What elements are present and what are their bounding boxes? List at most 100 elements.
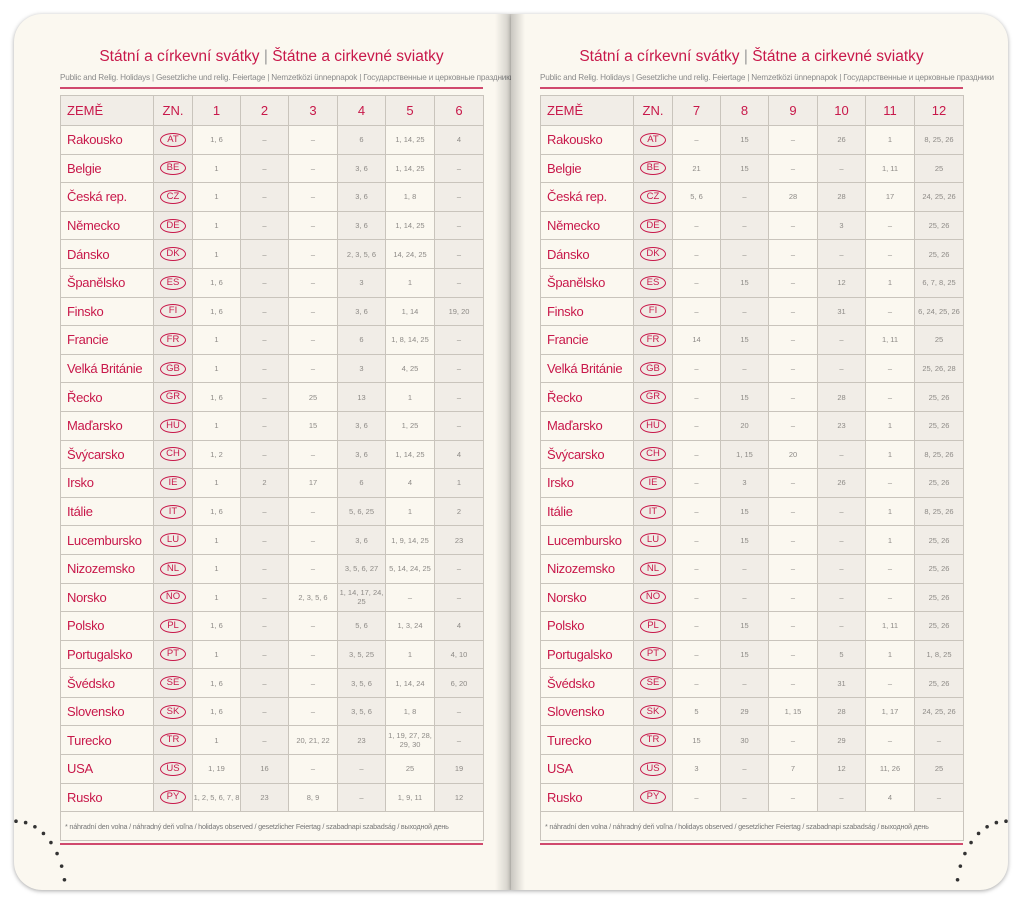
holiday-dates: –	[672, 582, 721, 613]
country-code-badge: GR	[160, 390, 186, 405]
header-month: 9	[768, 95, 818, 126]
holiday-dates: 8, 25, 26	[914, 439, 964, 470]
holiday-dates: 1, 14, 17, 24, 25	[337, 582, 386, 613]
country-name: Polsko	[540, 611, 634, 641]
holiday-dates: 1, 15	[768, 696, 818, 727]
holiday-dates: 1	[865, 525, 915, 555]
title-separator: |	[743, 48, 748, 65]
holiday-dates: 1	[385, 382, 435, 412]
holiday-dates: 1, 14, 24	[385, 668, 435, 698]
holiday-dates: 1	[865, 267, 915, 298]
holiday-dates: –	[288, 325, 338, 355]
holiday-dates: –	[768, 496, 818, 527]
holiday-dates: 20, 21, 22	[288, 725, 338, 756]
dot	[1004, 819, 1008, 823]
country-code-badge: CH	[160, 447, 186, 462]
header-country: ZEMĚ	[60, 95, 154, 126]
right-page: Státní a církevní svátky | Štátne a cirk…	[511, 14, 1008, 890]
holiday-dates: 8, 25, 26	[914, 125, 964, 155]
holiday-dates: 1, 11	[865, 153, 915, 184]
holiday-dates: –	[434, 182, 484, 212]
holiday-dates: 25	[914, 754, 964, 784]
holiday-dates: –	[768, 525, 818, 555]
country-code-cell: NL	[153, 553, 193, 584]
holiday-dates: –	[434, 325, 484, 355]
table-row: Švýcarsko CH 1, 2– –3, 6 1, 14, 25 4	[60, 439, 484, 470]
holiday-dates: –	[817, 525, 866, 555]
dot	[14, 819, 18, 823]
country-name: Rusko	[540, 782, 634, 813]
holiday-dates: –	[817, 582, 866, 613]
holiday-dates: –	[434, 353, 484, 384]
table-row: Norsko NO 1–2, 3, 5, 6 1, 14, 17, 24, 25– –	[60, 582, 484, 613]
holiday-dates: 1, 14, 25	[385, 125, 435, 155]
dot	[23, 820, 28, 825]
holiday-dates: 1	[192, 353, 241, 384]
footnote-row: * náhradní den volna / náhradný deň voľn…	[540, 811, 964, 842]
holiday-dates: 1, 6	[192, 125, 241, 155]
holiday-dates: 1, 8, 14, 25	[385, 325, 435, 355]
table-row: Česká rep. CZ 5, 6–28 28 17 24, 25, 26	[540, 182, 964, 212]
holiday-dates: 25	[914, 325, 964, 355]
country-code-badge: US	[160, 761, 186, 776]
header-month: 1	[192, 95, 241, 126]
holiday-dates: –	[288, 639, 338, 670]
country-code-badge: BE	[160, 161, 186, 176]
holiday-dates: 2	[434, 496, 484, 527]
country-name: Nizozemsko	[60, 553, 154, 584]
country-code-cell: PT	[633, 639, 673, 670]
country-name: Finsko	[540, 296, 634, 327]
country-code-badge: DK	[160, 247, 186, 262]
country-code-cell: PL	[633, 611, 673, 641]
country-name: Rakousko	[540, 125, 634, 155]
country-code-badge: AT	[640, 132, 666, 147]
holidays-table: ZEMĚ ZN. 1 2 3 4 5 6 Rakousko AT 1, 6– –6 1, 14, 25 4…	[60, 95, 484, 842]
holiday-dates: –	[288, 296, 338, 327]
holiday-dates: –	[672, 267, 721, 298]
country-code-badge: IE	[160, 475, 186, 490]
holiday-dates: 1, 2, 5, 6, 7, 8	[192, 782, 241, 813]
holiday-dates: –	[385, 582, 435, 613]
holiday-dates: 6, 20	[434, 668, 484, 698]
dot	[33, 824, 37, 829]
country-code-cell: NO	[153, 582, 193, 613]
country-code-badge: DE	[160, 218, 186, 233]
country-code-badge: PT	[160, 647, 186, 662]
title-cz: Státní a církevní svátky	[99, 48, 260, 65]
holiday-dates: –	[865, 296, 915, 327]
holiday-dates: –	[817, 325, 866, 355]
holiday-dates: 3, 6	[337, 153, 386, 184]
dot	[55, 851, 59, 856]
country-code-cell: IE	[633, 468, 673, 498]
holiday-dates: –	[672, 382, 721, 412]
holiday-dates: –	[768, 639, 818, 670]
country-name: Irsko	[540, 468, 634, 498]
header-month: 7	[672, 95, 721, 126]
holiday-dates: –	[672, 239, 721, 269]
holiday-dates: 1, 11	[865, 611, 915, 641]
holiday-dates: –	[288, 525, 338, 555]
holiday-dates: 1	[385, 496, 435, 527]
holiday-dates: 3, 6	[337, 525, 386, 555]
holiday-dates: –	[865, 353, 915, 384]
holiday-dates: 28	[817, 382, 866, 412]
country-code-badge: LU	[160, 533, 186, 548]
country-code-badge: FI	[640, 304, 666, 319]
country-name: Česká rep.	[60, 182, 154, 212]
dot	[62, 877, 67, 882]
holiday-dates: 2	[240, 468, 289, 498]
holiday-dates: 6, 7, 8, 25	[914, 267, 964, 298]
holiday-dates: 1, 3, 24	[385, 611, 435, 641]
table-row: Dánsko DK 1– –2, 3, 5, 6 14, 24, 25–	[60, 239, 484, 269]
holiday-dates: 1	[865, 125, 915, 155]
holiday-dates: 25, 26	[914, 410, 964, 441]
table-row: Nizozemsko NL – – – – –25, 26	[540, 553, 964, 584]
country-code-badge: SK	[640, 704, 666, 719]
holiday-dates: 16	[240, 754, 289, 784]
holiday-dates: 14	[672, 325, 721, 355]
holiday-dates: 15	[720, 325, 769, 355]
holiday-dates: –	[865, 382, 915, 412]
holiday-dates: 25, 26	[914, 382, 964, 412]
holiday-dates: –	[817, 439, 866, 470]
holiday-dates: 4	[434, 125, 484, 155]
